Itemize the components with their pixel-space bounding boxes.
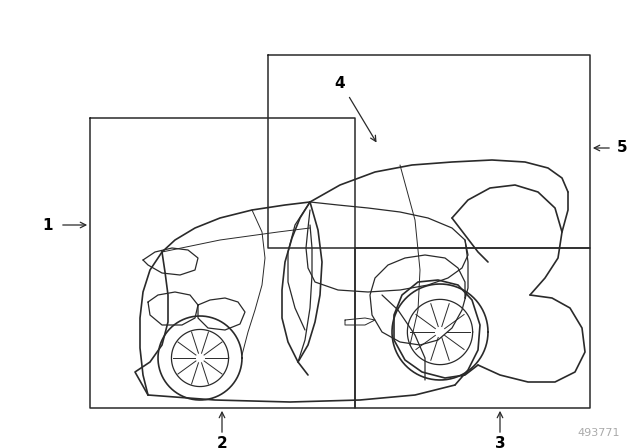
Text: 2: 2: [216, 435, 227, 448]
Text: 1: 1: [43, 217, 53, 233]
Text: 4: 4: [335, 76, 346, 90]
Text: 5: 5: [617, 141, 627, 155]
Text: 493771: 493771: [577, 428, 620, 438]
Text: 3: 3: [495, 435, 506, 448]
